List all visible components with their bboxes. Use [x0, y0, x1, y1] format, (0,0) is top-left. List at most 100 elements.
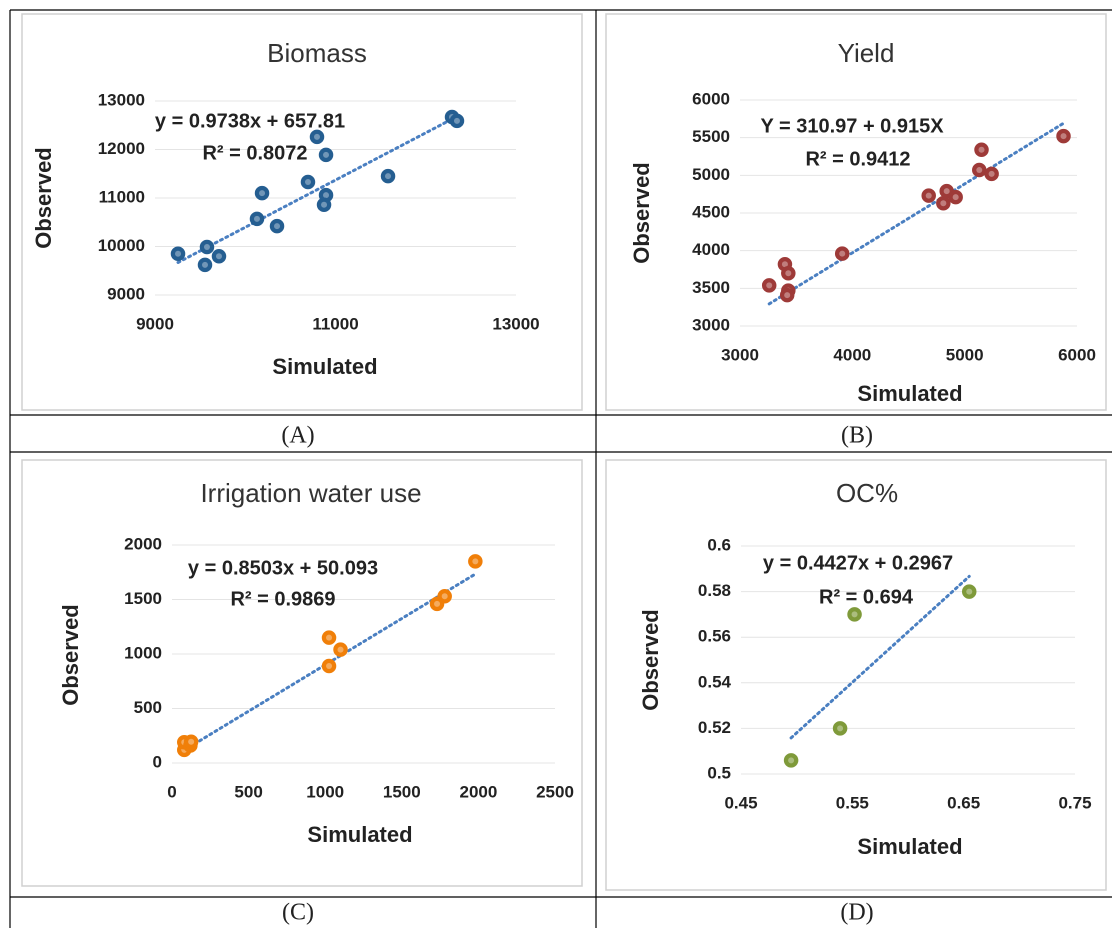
- y-axis-title: Observed: [629, 162, 654, 264]
- data-point-highlight: [337, 646, 344, 653]
- chart-frame: [605, 13, 1107, 411]
- y-tick-label: 5000: [692, 165, 730, 184]
- data-point-highlight: [1060, 133, 1067, 140]
- data-point-highlight: [313, 133, 320, 140]
- trendline: [176, 115, 459, 264]
- data-point-highlight: [837, 725, 844, 732]
- data-point-highlight: [785, 270, 792, 277]
- data-point-highlight: [851, 611, 858, 618]
- x-tick-label: 5000: [946, 345, 984, 364]
- data-point-highlight: [188, 738, 195, 745]
- data-point-highlight: [784, 292, 791, 299]
- x-tick-label: 2500: [536, 782, 574, 801]
- data-point-highlight: [766, 282, 773, 289]
- trendline: [789, 574, 971, 740]
- data-point-highlight: [978, 146, 985, 153]
- y-axis-title: Observed: [31, 147, 56, 249]
- data-point-highlight: [274, 223, 281, 230]
- y-tick-label: 9000: [107, 284, 145, 303]
- data-point-highlight: [472, 558, 479, 565]
- x-tick-label: 0: [167, 782, 176, 801]
- chart-title: Yield: [838, 38, 895, 68]
- data-point: [321, 630, 337, 645]
- y-axis-title: Observed: [638, 609, 663, 711]
- data-point-highlight: [326, 662, 333, 669]
- trendline-equation: y = 0.9738x + 657.81: [155, 110, 345, 132]
- data-point-highlight: [201, 261, 208, 268]
- data-point-highlight: [175, 250, 182, 257]
- trendline-equation: y = 0.8503x + 50.093: [188, 557, 378, 579]
- x-tick-label: 500: [234, 782, 262, 801]
- data-point-highlight: [441, 593, 448, 600]
- data-point-highlight: [943, 188, 950, 195]
- data-point: [834, 246, 850, 261]
- x-tick-label: 1500: [383, 782, 421, 801]
- data-point: [254, 185, 270, 201]
- r-squared: R² = 0.9412: [805, 148, 910, 170]
- y-tick-label: 0.58: [698, 581, 731, 600]
- data-point-highlight: [203, 243, 210, 250]
- chart-title: Biomass: [267, 38, 367, 68]
- data-point-highlight: [326, 634, 333, 641]
- r-squared: R² = 0.9869: [230, 588, 335, 610]
- data-point: [921, 188, 936, 203]
- data-point-highlight: [434, 600, 441, 607]
- x-tick-label: 2000: [459, 782, 497, 801]
- chart-frames: [21, 13, 1107, 891]
- data-point: [380, 168, 396, 184]
- data-point-highlight: [259, 190, 266, 197]
- panel-label: (C): [282, 900, 314, 926]
- data-point: [321, 658, 337, 674]
- data-point: [211, 248, 227, 264]
- data-point-highlight: [781, 261, 788, 268]
- data-point-highlight: [940, 200, 947, 207]
- x-axis-title: Simulated: [857, 381, 962, 406]
- y-tick-label: 11000: [99, 187, 145, 206]
- data-point: [974, 142, 989, 157]
- chart-frame: [21, 13, 583, 411]
- y-tick-label: 1500: [124, 589, 162, 608]
- x-tick-label: 6000: [1058, 345, 1096, 364]
- chart-title: Irrigation water use: [200, 478, 421, 508]
- y-tick-label: 0.56: [698, 627, 731, 646]
- y-tick-label: 500: [134, 698, 162, 717]
- chart-frame: [21, 459, 583, 887]
- x-tick-label: 13000: [492, 314, 539, 333]
- y-tick-label: 0.5: [707, 763, 731, 782]
- data-point-highlight: [839, 250, 846, 257]
- chart-frame: [605, 459, 1107, 891]
- trendline: [767, 121, 1066, 306]
- data-point: [333, 642, 348, 657]
- data-point: [984, 166, 999, 182]
- data-point: [437, 588, 452, 604]
- data-point: [309, 129, 325, 145]
- x-tick-label: 9000: [136, 314, 174, 333]
- trendline-equation: y = 0.4427x + 0.2967: [763, 552, 953, 574]
- panel-label: (A): [281, 423, 314, 449]
- data-point: [449, 113, 465, 129]
- data-point: [832, 721, 848, 736]
- chart-title: OC%: [836, 478, 898, 508]
- data-point-highlight: [321, 201, 328, 208]
- y-tick-label: 6000: [692, 89, 730, 108]
- data-point-highlight: [215, 253, 222, 260]
- data-point-highlight: [988, 170, 995, 177]
- data-point-highlight: [453, 117, 460, 124]
- x-tick-label: 3000: [721, 345, 759, 364]
- x-tick-label: 0.55: [836, 793, 869, 812]
- x-tick-label: 1000: [306, 782, 344, 801]
- data-point-highlight: [253, 215, 260, 222]
- data-point: [300, 174, 316, 190]
- data-point: [961, 584, 977, 599]
- trendline-equation: Y = 310.97 + 0.915X: [760, 115, 944, 137]
- data-point-highlight: [952, 194, 959, 201]
- data-point: [249, 211, 265, 227]
- y-tick-label: 13000: [98, 90, 145, 109]
- y-tick-label: 5500: [692, 127, 730, 146]
- data-point: [781, 266, 796, 281]
- data-point-highlight: [788, 757, 795, 764]
- data-point: [468, 554, 483, 569]
- r-squared: R² = 0.694: [819, 586, 914, 608]
